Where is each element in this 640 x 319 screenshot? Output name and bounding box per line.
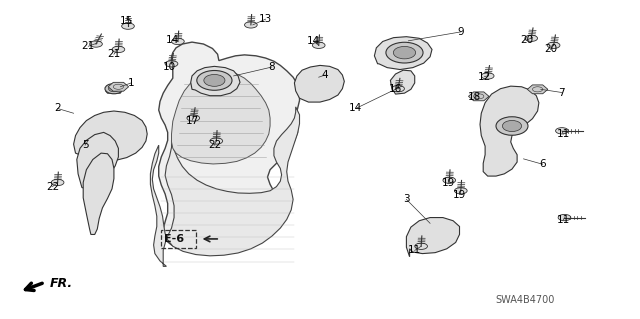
Text: 14: 14 — [166, 35, 179, 45]
Polygon shape — [468, 92, 489, 101]
Ellipse shape — [386, 42, 423, 63]
Text: 5: 5 — [82, 140, 88, 150]
Circle shape — [481, 73, 494, 79]
Circle shape — [312, 42, 325, 48]
Text: 12: 12 — [478, 71, 491, 82]
Circle shape — [525, 35, 538, 41]
Text: 6: 6 — [540, 159, 546, 169]
Bar — [161, 230, 196, 248]
Text: 20: 20 — [544, 44, 557, 55]
Text: 15: 15 — [120, 16, 133, 26]
Circle shape — [172, 38, 184, 45]
Polygon shape — [374, 37, 432, 70]
Text: 18: 18 — [468, 92, 481, 102]
Text: 1: 1 — [128, 78, 134, 88]
Circle shape — [454, 188, 467, 194]
Polygon shape — [172, 71, 270, 164]
Text: 13: 13 — [259, 14, 272, 24]
Circle shape — [122, 23, 134, 29]
Polygon shape — [480, 86, 539, 176]
Polygon shape — [159, 42, 300, 252]
Text: 9: 9 — [458, 27, 464, 37]
Circle shape — [415, 243, 428, 249]
Text: 2: 2 — [54, 103, 61, 114]
Circle shape — [392, 85, 404, 92]
Text: 4: 4 — [322, 70, 328, 80]
Text: 3: 3 — [403, 194, 410, 204]
Ellipse shape — [105, 84, 123, 94]
Polygon shape — [390, 70, 415, 94]
Text: 14: 14 — [349, 103, 362, 114]
Text: 21: 21 — [82, 41, 95, 51]
Text: 8: 8 — [269, 62, 275, 72]
Text: 17: 17 — [186, 116, 198, 126]
Circle shape — [165, 61, 178, 67]
Polygon shape — [294, 65, 344, 102]
Polygon shape — [106, 89, 122, 93]
Polygon shape — [108, 82, 129, 91]
Polygon shape — [83, 153, 114, 234]
Ellipse shape — [109, 85, 119, 92]
Circle shape — [547, 42, 560, 48]
Ellipse shape — [394, 46, 415, 59]
Polygon shape — [77, 132, 118, 189]
Text: 10: 10 — [163, 62, 176, 72]
Text: E-6: E-6 — [164, 234, 184, 244]
Circle shape — [558, 214, 571, 221]
Polygon shape — [150, 107, 300, 266]
Text: 19: 19 — [442, 178, 454, 189]
Text: 7: 7 — [559, 87, 565, 98]
Text: 11: 11 — [557, 215, 570, 225]
Text: 11: 11 — [557, 129, 570, 139]
Circle shape — [210, 138, 223, 144]
Polygon shape — [527, 85, 548, 94]
Polygon shape — [74, 111, 147, 161]
Text: 21: 21 — [108, 49, 120, 59]
Circle shape — [187, 115, 200, 121]
Circle shape — [443, 177, 456, 183]
Text: 14: 14 — [307, 36, 320, 47]
Text: 11: 11 — [408, 245, 421, 256]
Circle shape — [112, 46, 125, 53]
Polygon shape — [406, 218, 460, 257]
Text: 22: 22 — [208, 140, 221, 150]
Text: SWA4B4700: SWA4B4700 — [495, 295, 554, 305]
Text: 19: 19 — [453, 189, 466, 200]
Text: 22: 22 — [46, 182, 59, 192]
Circle shape — [556, 128, 568, 134]
Text: 20: 20 — [520, 35, 533, 45]
Circle shape — [51, 179, 64, 186]
Ellipse shape — [496, 117, 528, 135]
Ellipse shape — [204, 74, 225, 86]
Ellipse shape — [502, 121, 522, 131]
Circle shape — [244, 22, 257, 28]
Polygon shape — [191, 66, 240, 96]
Ellipse shape — [197, 70, 232, 90]
Text: FR.: FR. — [50, 278, 73, 290]
Text: 16: 16 — [389, 84, 402, 94]
Circle shape — [90, 41, 102, 47]
